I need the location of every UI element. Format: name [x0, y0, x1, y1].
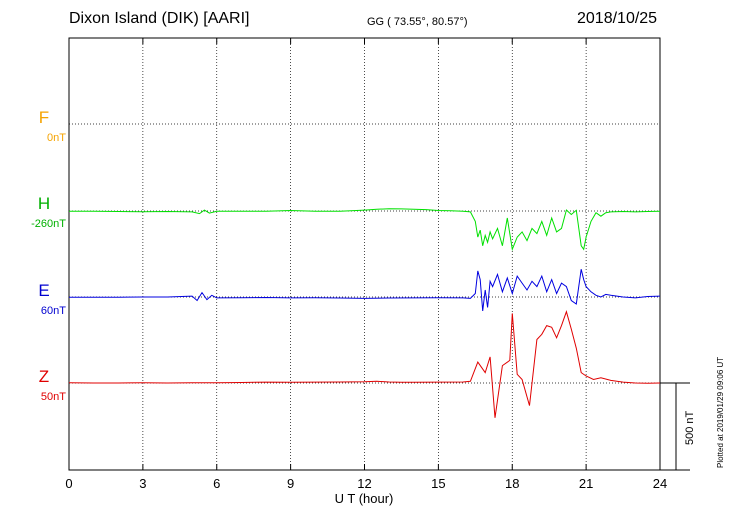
x-axis-label: U T (hour) — [335, 491, 394, 506]
component-e-letter: E — [38, 281, 50, 300]
geographic-coordinates: GG ( 73.55°, 80.57°) — [367, 16, 468, 28]
x-tick-label: 21 — [579, 476, 593, 491]
component-h-offset: -260nT — [31, 218, 66, 230]
series-line-z — [68, 310, 661, 418]
series-line-h — [69, 208, 661, 252]
plotted-timestamp: Plotted at 2019/01/29 09:06 UT — [716, 356, 725, 468]
x-tick-label: 3 — [139, 476, 146, 491]
x-tick-label: 0 — [65, 476, 72, 491]
x-tick-label: 18 — [505, 476, 519, 491]
station-title: Dixon Island (DIK) [AARI] — [69, 10, 250, 27]
x-tick-label: 15 — [431, 476, 445, 491]
series-line-e — [69, 269, 661, 311]
x-tick-label: 12 — [357, 476, 371, 491]
series-layer — [68, 208, 661, 418]
component-e-offset: 60nT — [40, 305, 66, 317]
x-tick-label: 9 — [287, 476, 294, 491]
x-axis-ticks: 0 3 6 9 12 15 18 21 24 — [65, 38, 667, 491]
x-tick-label: 24 — [653, 476, 667, 491]
grid-layer — [69, 38, 660, 470]
component-h-letter: H — [37, 194, 51, 213]
scale-bar-label: 500 nT — [684, 410, 696, 445]
x-tick-label: 6 — [213, 476, 220, 491]
component-f-offset: 0nT — [47, 132, 66, 144]
date-label: 2018/10/25 — [577, 10, 658, 27]
component-z-offset: 50nT — [40, 391, 66, 403]
component-z-letter: Z — [38, 367, 50, 386]
component-f-letter: F — [38, 108, 50, 127]
